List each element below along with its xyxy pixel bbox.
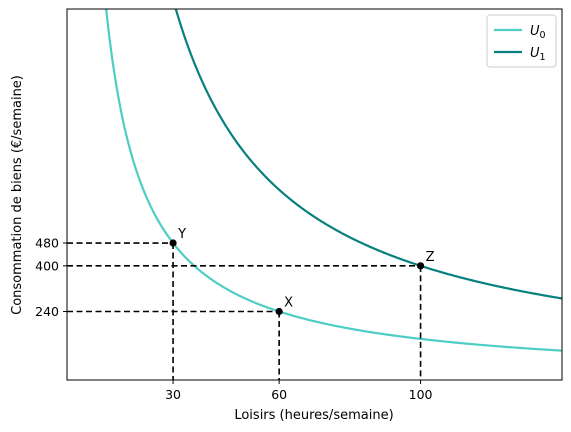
x-tick-label: 30 [165, 387, 181, 402]
series-line-u0 [105, 9, 562, 352]
point-z [416, 262, 425, 270]
y-tick-label: 480 [35, 236, 59, 251]
x-axis-ticks: 30 60 100 [165, 380, 433, 402]
point-label-y: Y [177, 227, 186, 242]
series-line-u1 [174, 9, 562, 300]
guide-lines-layer [67, 242, 422, 380]
point-label-x: X [284, 296, 293, 311]
x-axis-label: Loisirs (heures/semaine) [234, 408, 393, 423]
curves-layer [105, 9, 562, 352]
x-tick-label: 100 [409, 387, 433, 402]
x-tick-label: 60 [271, 387, 287, 402]
legend-label-u0: U0 [530, 24, 546, 41]
points-layer: Y X Z [169, 227, 435, 316]
point-y [169, 239, 177, 247]
plot-frame [66, 8, 563, 381]
legend-box [486, 14, 557, 68]
y-axis-ticks: 240 400 480 [35, 236, 67, 319]
y-tick-label: 400 [35, 258, 59, 273]
y-axis-label: Consommation de biens (€/semaine) [10, 75, 25, 315]
y-tick-label: 240 [35, 304, 59, 319]
legend-label-u1: U1 [530, 46, 546, 63]
point-x [275, 307, 283, 316]
point-label-z: Z [426, 250, 435, 265]
